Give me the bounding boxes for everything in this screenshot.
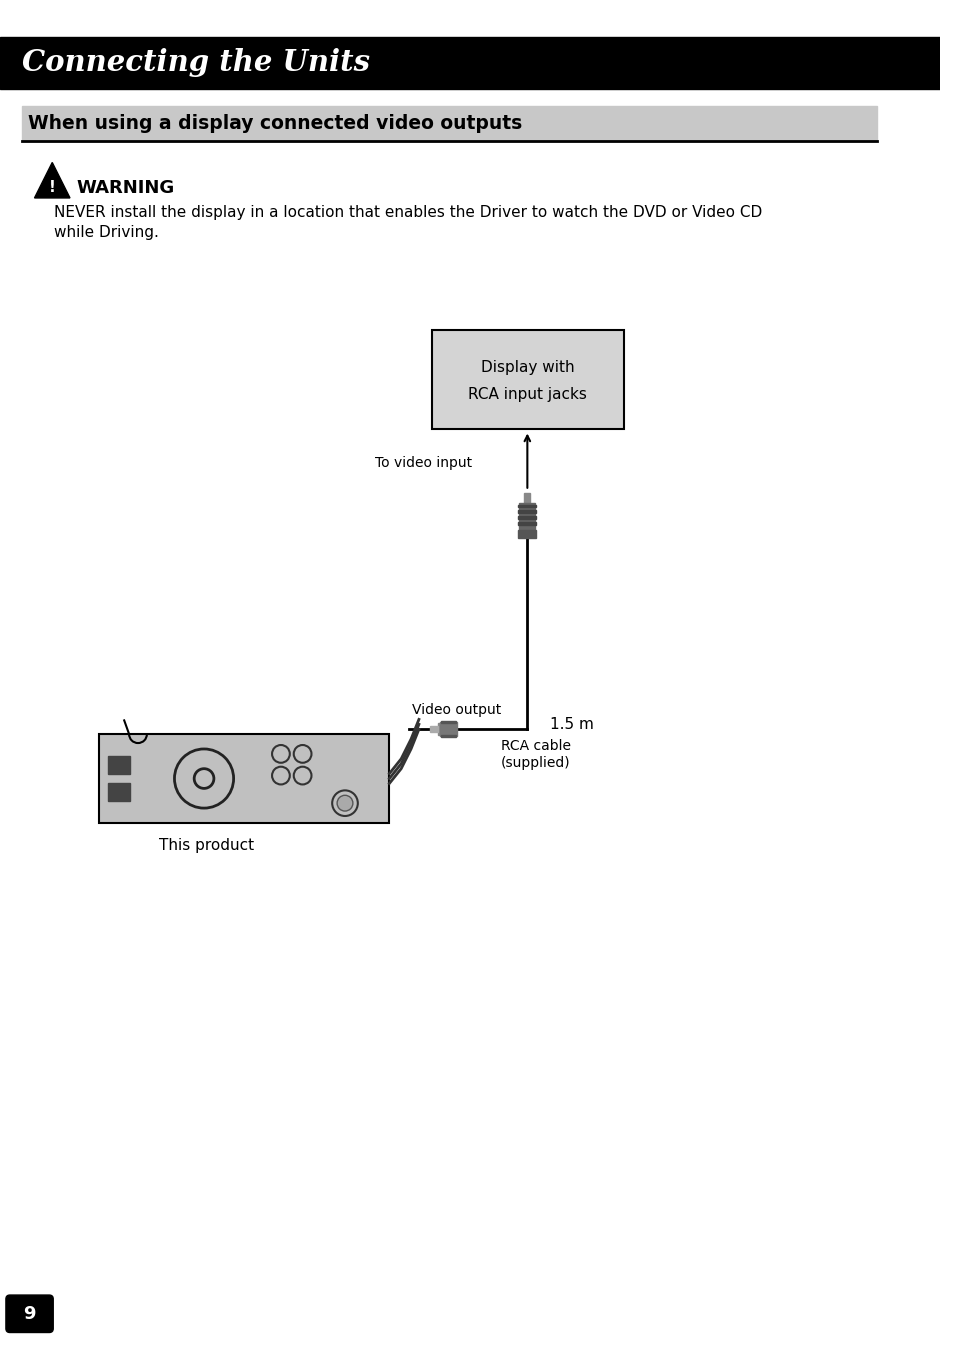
Bar — [517, 516, 536, 519]
Bar — [109, 783, 130, 801]
Bar — [0, 38, 940, 88]
Bar — [439, 722, 456, 736]
Text: !: ! — [49, 180, 55, 195]
Circle shape — [272, 767, 290, 785]
Polygon shape — [34, 163, 70, 198]
Bar — [517, 504, 536, 508]
Text: Display with: Display with — [480, 360, 574, 375]
Bar — [432, 331, 623, 428]
Circle shape — [332, 790, 357, 816]
Text: 9: 9 — [23, 1305, 36, 1322]
Bar — [440, 736, 456, 737]
Circle shape — [294, 745, 312, 763]
FancyBboxPatch shape — [6, 1295, 53, 1332]
Circle shape — [336, 795, 353, 812]
Text: RCA input jacks: RCA input jacks — [468, 386, 587, 401]
Text: 1.5 m: 1.5 m — [550, 717, 594, 732]
Text: This product: This product — [159, 837, 254, 852]
Bar — [437, 724, 449, 736]
Text: Video output: Video output — [412, 702, 500, 717]
Circle shape — [194, 768, 213, 789]
Circle shape — [294, 767, 312, 785]
Bar — [519, 503, 535, 533]
Bar — [517, 522, 536, 526]
Circle shape — [272, 745, 290, 763]
Circle shape — [174, 749, 233, 808]
Bar — [98, 734, 389, 822]
Text: NEVER install the display in a location that enables the Driver to watch the DVD: NEVER install the display in a location … — [54, 205, 761, 220]
Bar — [440, 721, 456, 724]
Text: When using a display connected video outputs: When using a display connected video out… — [28, 114, 521, 133]
Text: WARNING: WARNING — [77, 179, 175, 198]
Bar — [517, 511, 536, 514]
Text: Connecting the Units: Connecting the Units — [22, 49, 370, 77]
Text: while Driving.: while Driving. — [54, 225, 159, 240]
Text: (supplied): (supplied) — [500, 756, 570, 770]
Text: RCA cable: RCA cable — [500, 738, 570, 753]
Text: To video input: To video input — [375, 457, 471, 470]
Bar — [524, 493, 530, 503]
Bar — [429, 726, 437, 732]
Bar — [109, 756, 130, 774]
Bar — [517, 530, 536, 538]
Bar — [22, 106, 877, 141]
